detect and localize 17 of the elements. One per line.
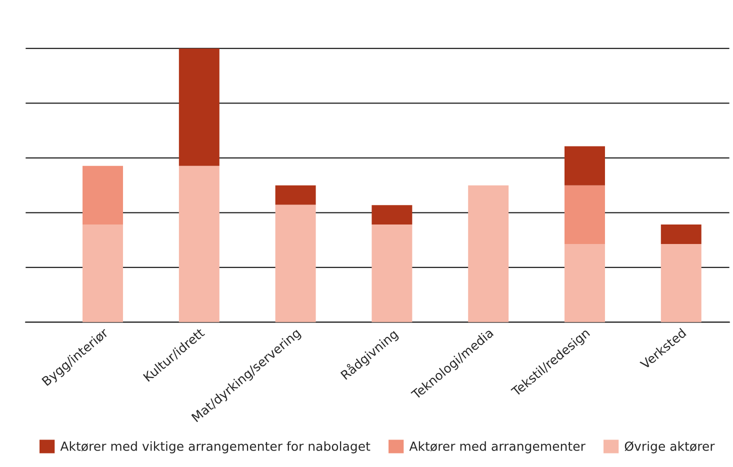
bar [178,166,220,322]
legend-label: Aktører med viktige arrangementer for nabolaget [60,441,370,454]
bar [660,244,702,322]
bar [564,185,605,244]
bar [564,146,605,186]
bar [275,185,316,205]
legend-label: Aktører med arrangementer [409,441,586,454]
bar [564,244,605,322]
bar [178,48,220,166]
legend-label: Øvrige aktører [624,441,715,454]
bar [82,166,124,225]
bar [468,185,509,322]
bar [660,224,702,244]
bar [372,224,412,322]
bar [82,224,124,322]
bar [275,204,316,322]
bar [372,205,412,225]
